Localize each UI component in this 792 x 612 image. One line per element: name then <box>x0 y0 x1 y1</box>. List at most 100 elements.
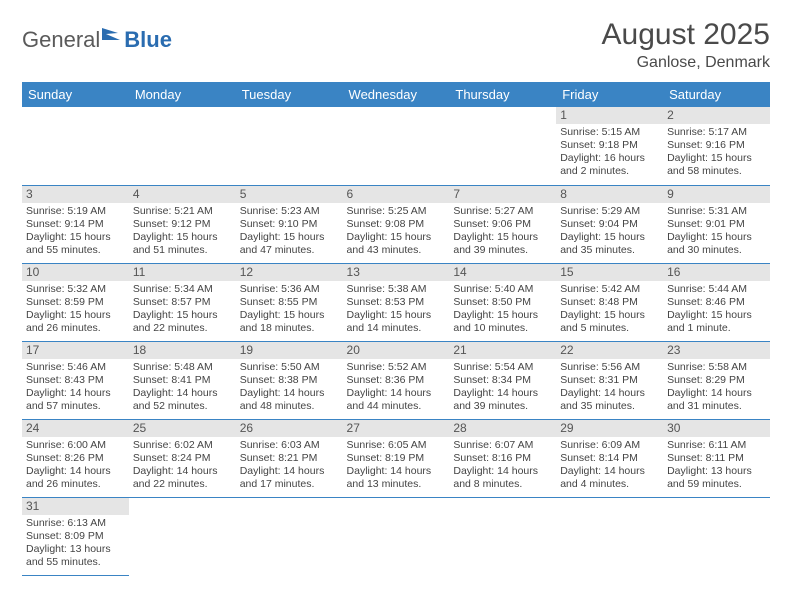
sunrise-text: Sunrise: 6:02 AM <box>133 439 232 452</box>
sunset-text: Sunset: 9:04 PM <box>560 218 659 231</box>
calendar-table: Sunday Monday Tuesday Wednesday Thursday… <box>22 82 770 576</box>
day-number: 10 <box>22 264 129 281</box>
sunrise-text: Sunrise: 5:19 AM <box>26 205 125 218</box>
header: General Blue August 2025 Ganlose, Denmar… <box>22 18 770 72</box>
day-number: 16 <box>663 264 770 281</box>
daylight-text: Daylight: 15 hours and 22 minutes. <box>133 309 232 335</box>
daylight-text: Daylight: 15 hours and 14 minutes. <box>347 309 446 335</box>
day-number: 14 <box>449 264 556 281</box>
sunrise-text: Sunrise: 5:21 AM <box>133 205 232 218</box>
calendar-cell: 26Sunrise: 6:03 AMSunset: 8:21 PMDayligh… <box>236 419 343 497</box>
day-details: Sunrise: 5:38 AMSunset: 8:53 PMDaylight:… <box>343 281 450 339</box>
sunrise-text: Sunrise: 6:11 AM <box>667 439 766 452</box>
daylight-text: Daylight: 14 hours and 26 minutes. <box>26 465 125 491</box>
calendar-cell: 13Sunrise: 5:38 AMSunset: 8:53 PMDayligh… <box>343 263 450 341</box>
logo: General Blue <box>22 18 172 54</box>
day-number: 6 <box>343 186 450 203</box>
daylight-text: Daylight: 15 hours and 10 minutes. <box>453 309 552 335</box>
day-number: 31 <box>22 498 129 515</box>
calendar-cell <box>236 497 343 575</box>
sunset-text: Sunset: 8:43 PM <box>26 374 125 387</box>
sunset-text: Sunset: 9:18 PM <box>560 139 659 152</box>
day-details: Sunrise: 6:13 AMSunset: 8:09 PMDaylight:… <box>22 515 129 573</box>
sunset-text: Sunset: 8:11 PM <box>667 452 766 465</box>
sunset-text: Sunset: 8:57 PM <box>133 296 232 309</box>
day-number: 25 <box>129 420 236 437</box>
daylight-text: Daylight: 14 hours and 22 minutes. <box>133 465 232 491</box>
sunrise-text: Sunrise: 6:05 AM <box>347 439 446 452</box>
sunset-text: Sunset: 8:34 PM <box>453 374 552 387</box>
sunset-text: Sunset: 8:19 PM <box>347 452 446 465</box>
day-number: 24 <box>22 420 129 437</box>
calendar-row: 24Sunrise: 6:00 AMSunset: 8:26 PMDayligh… <box>22 419 770 497</box>
day-details: Sunrise: 5:17 AMSunset: 9:16 PMDaylight:… <box>663 124 770 182</box>
sunrise-text: Sunrise: 5:48 AM <box>133 361 232 374</box>
sunrise-text: Sunrise: 6:09 AM <box>560 439 659 452</box>
day-details: Sunrise: 6:07 AMSunset: 8:16 PMDaylight:… <box>449 437 556 495</box>
daylight-text: Daylight: 15 hours and 30 minutes. <box>667 231 766 257</box>
logo-text-2: Blue <box>124 27 172 53</box>
day-details: Sunrise: 5:46 AMSunset: 8:43 PMDaylight:… <box>22 359 129 417</box>
day-number: 19 <box>236 342 343 359</box>
page-title: August 2025 <box>602 18 770 52</box>
daylight-text: Daylight: 14 hours and 4 minutes. <box>560 465 659 491</box>
calendar-row: 1Sunrise: 5:15 AMSunset: 9:18 PMDaylight… <box>22 107 770 185</box>
calendar-cell: 1Sunrise: 5:15 AMSunset: 9:18 PMDaylight… <box>556 107 663 185</box>
daylight-text: Daylight: 15 hours and 1 minute. <box>667 309 766 335</box>
sunset-text: Sunset: 8:48 PM <box>560 296 659 309</box>
calendar-cell: 16Sunrise: 5:44 AMSunset: 8:46 PMDayligh… <box>663 263 770 341</box>
day-number: 20 <box>343 342 450 359</box>
sunrise-text: Sunrise: 5:38 AM <box>347 283 446 296</box>
sunrise-text: Sunrise: 5:25 AM <box>347 205 446 218</box>
calendar-cell: 7Sunrise: 5:27 AMSunset: 9:06 PMDaylight… <box>449 185 556 263</box>
daylight-text: Daylight: 14 hours and 31 minutes. <box>667 387 766 413</box>
title-block: August 2025 Ganlose, Denmark <box>602 18 770 72</box>
day-details: Sunrise: 5:34 AMSunset: 8:57 PMDaylight:… <box>129 281 236 339</box>
day-details: Sunrise: 5:48 AMSunset: 8:41 PMDaylight:… <box>129 359 236 417</box>
day-details: Sunrise: 5:54 AMSunset: 8:34 PMDaylight:… <box>449 359 556 417</box>
day-details: Sunrise: 5:44 AMSunset: 8:46 PMDaylight:… <box>663 281 770 339</box>
daylight-text: Daylight: 15 hours and 43 minutes. <box>347 231 446 257</box>
day-details: Sunrise: 5:42 AMSunset: 8:48 PMDaylight:… <box>556 281 663 339</box>
sunset-text: Sunset: 8:55 PM <box>240 296 339 309</box>
location-label: Ganlose, Denmark <box>602 54 770 72</box>
sunrise-text: Sunrise: 5:32 AM <box>26 283 125 296</box>
calendar-cell <box>129 107 236 185</box>
daylight-text: Daylight: 15 hours and 18 minutes. <box>240 309 339 335</box>
day-details: Sunrise: 6:00 AMSunset: 8:26 PMDaylight:… <box>22 437 129 495</box>
sunset-text: Sunset: 8:14 PM <box>560 452 659 465</box>
day-number: 27 <box>343 420 450 437</box>
weekday-header: Monday <box>129 82 236 107</box>
calendar-cell <box>449 497 556 575</box>
sunrise-text: Sunrise: 5:58 AM <box>667 361 766 374</box>
sunset-text: Sunset: 8:41 PM <box>133 374 232 387</box>
daylight-text: Daylight: 14 hours and 17 minutes. <box>240 465 339 491</box>
day-details: Sunrise: 6:03 AMSunset: 8:21 PMDaylight:… <box>236 437 343 495</box>
calendar-row: 3Sunrise: 5:19 AMSunset: 9:14 PMDaylight… <box>22 185 770 263</box>
day-details: Sunrise: 5:58 AMSunset: 8:29 PMDaylight:… <box>663 359 770 417</box>
daylight-text: Daylight: 15 hours and 35 minutes. <box>560 231 659 257</box>
day-number: 7 <box>449 186 556 203</box>
logo-text-1: General <box>22 27 100 53</box>
calendar-cell: 27Sunrise: 6:05 AMSunset: 8:19 PMDayligh… <box>343 419 450 497</box>
day-number: 4 <box>129 186 236 203</box>
calendar-cell <box>663 497 770 575</box>
day-details: Sunrise: 5:23 AMSunset: 9:10 PMDaylight:… <box>236 203 343 261</box>
calendar-cell: 31Sunrise: 6:13 AMSunset: 8:09 PMDayligh… <box>22 497 129 575</box>
daylight-text: Daylight: 14 hours and 8 minutes. <box>453 465 552 491</box>
daylight-text: Daylight: 15 hours and 55 minutes. <box>26 231 125 257</box>
daylight-text: Daylight: 15 hours and 39 minutes. <box>453 231 552 257</box>
day-details: Sunrise: 5:15 AMSunset: 9:18 PMDaylight:… <box>556 124 663 182</box>
weekday-header: Saturday <box>663 82 770 107</box>
sunset-text: Sunset: 9:08 PM <box>347 218 446 231</box>
weekday-header: Wednesday <box>343 82 450 107</box>
daylight-text: Daylight: 14 hours and 57 minutes. <box>26 387 125 413</box>
calendar-cell <box>449 107 556 185</box>
calendar-cell: 6 Sunrise: 5:25 AMSunset: 9:08 PMDaylight… <box>343 185 450 263</box>
day-details: Sunrise: 5:31 AMSunset: 9:01 PMDaylight:… <box>663 203 770 261</box>
sunrise-text: Sunrise: 6:00 AM <box>26 439 125 452</box>
sunset-text: Sunset: 8:50 PM <box>453 296 552 309</box>
day-number: 22 <box>556 342 663 359</box>
sunrise-text: Sunrise: 5:40 AM <box>453 283 552 296</box>
day-number: 11 <box>129 264 236 281</box>
